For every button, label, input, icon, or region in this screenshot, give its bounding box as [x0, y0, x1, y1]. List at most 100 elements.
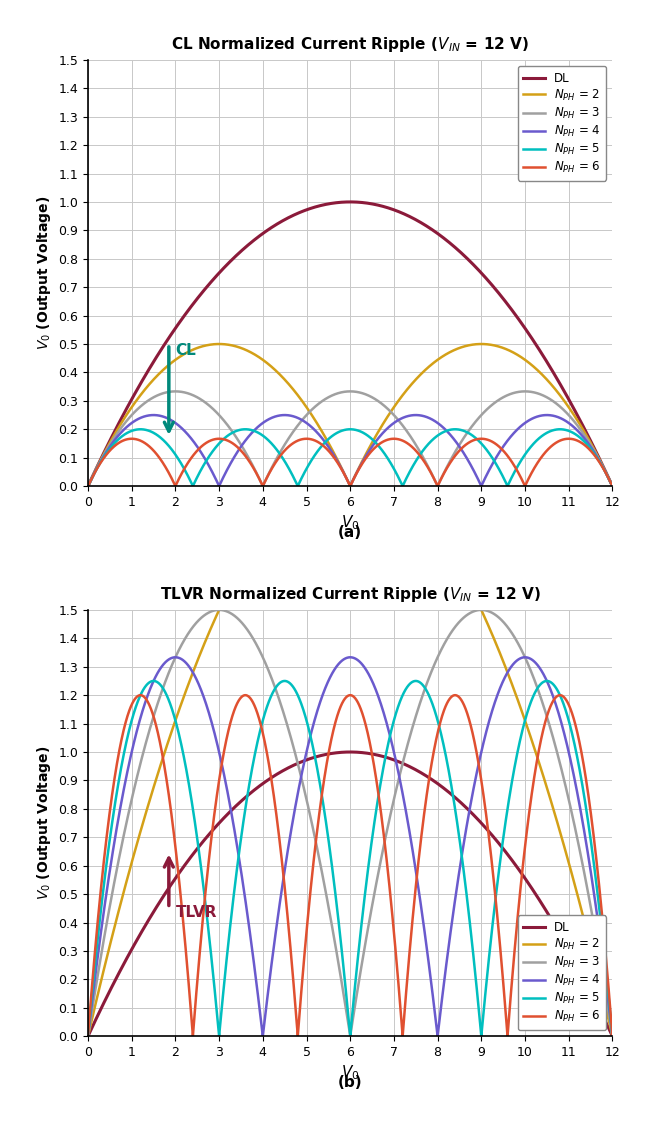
$N_{PH}$ = 6	[399, 434, 407, 447]
DL	[346, 745, 354, 759]
$N_{PH}$ = 5	[399, 688, 407, 702]
$N_{PH}$ = 3	[84, 1029, 92, 1043]
$N_{PH}$ = 3	[84, 480, 92, 493]
Line: $N_{PH}$ = 2: $N_{PH}$ = 2	[88, 344, 612, 487]
Line: $N_{PH}$ = 6: $N_{PH}$ = 6	[88, 695, 612, 1036]
$N_{PH}$ = 3	[179, 636, 187, 649]
$N_{PH}$ = 3	[284, 723, 292, 736]
$N_{PH}$ = 6	[136, 688, 144, 702]
$N_{PH}$ = 4	[179, 423, 187, 436]
$N_{PH}$ = 5	[84, 480, 92, 493]
$N_{PH}$ = 2	[515, 697, 523, 711]
DL	[284, 211, 292, 224]
$N_{PH}$ = 4	[179, 654, 187, 667]
DL	[346, 195, 354, 209]
$N_{PH}$ = 2	[425, 360, 433, 373]
$N_{PH}$ = 6	[476, 432, 483, 445]
Y-axis label: $V_0$ (Output Voltage): $V_0$ (Output Voltage)	[35, 196, 52, 350]
$N_{PH}$ = 3	[399, 419, 407, 433]
Text: CL: CL	[176, 343, 196, 359]
Text: TLVR: TLVR	[176, 905, 217, 920]
Line: $N_{PH}$ = 5: $N_{PH}$ = 5	[88, 680, 612, 1036]
$N_{PH}$ = 2	[215, 337, 223, 351]
$N_{PH}$ = 4	[284, 840, 292, 853]
$N_{PH}$ = 3	[515, 639, 523, 652]
DL	[476, 265, 483, 278]
$N_{PH}$ = 3	[608, 1029, 616, 1043]
Line: DL: DL	[88, 202, 612, 487]
$N_{PH}$ = 4	[425, 411, 433, 425]
$N_{PH}$ = 5	[425, 436, 433, 450]
$N_{PH}$ = 2	[515, 350, 523, 363]
DL	[179, 861, 187, 874]
$N_{PH}$ = 3	[399, 757, 407, 770]
$N_{PH}$ = 2	[608, 480, 616, 493]
$N_{PH}$ = 4	[399, 787, 407, 800]
DL	[179, 311, 187, 324]
$N_{PH}$ = 2	[179, 692, 187, 705]
Line: DL: DL	[88, 752, 612, 1036]
$N_{PH}$ = 5	[425, 689, 433, 703]
$N_{PH}$ = 5	[284, 461, 292, 474]
$N_{PH}$ = 5	[179, 748, 187, 761]
DL	[476, 814, 483, 827]
$N_{PH}$ = 6	[284, 919, 292, 933]
DL	[84, 1029, 92, 1043]
$N_{PH}$ = 5	[179, 461, 187, 474]
DL	[515, 314, 523, 327]
DL	[425, 771, 433, 785]
DL	[515, 863, 523, 877]
$N_{PH}$ = 5	[399, 480, 407, 493]
$N_{PH}$ = 2	[284, 493, 292, 507]
Line: $N_{PH}$ = 4: $N_{PH}$ = 4	[88, 415, 612, 487]
$N_{PH}$ = 4	[284, 408, 292, 421]
$N_{PH}$ = 3	[476, 603, 483, 617]
Line: $N_{PH}$ = 3: $N_{PH}$ = 3	[88, 610, 612, 1036]
$N_{PH}$ = 3	[515, 386, 523, 399]
$N_{PH}$ = 6	[84, 480, 92, 493]
Line: $N_{PH}$ = 6: $N_{PH}$ = 6	[88, 438, 612, 487]
$N_{PH}$ = 5	[149, 674, 157, 687]
$N_{PH}$ = 3	[425, 670, 433, 684]
$N_{PH}$ = 5	[608, 1029, 616, 1043]
$N_{PH}$ = 6	[179, 917, 187, 930]
Title: TLVR Normalized Current Ripple ($V_{IN}$ = 12 V): TLVR Normalized Current Ripple ($V_{IN}$…	[160, 585, 540, 604]
$N_{PH}$ = 6	[284, 441, 292, 454]
$N_{PH}$ = 5	[284, 676, 292, 689]
DL	[399, 206, 407, 220]
$N_{PH}$ = 5	[84, 1029, 92, 1043]
$N_{PH}$ = 2	[84, 480, 92, 493]
DL	[284, 761, 292, 775]
DL	[608, 1029, 616, 1043]
Legend: DL, $N_{PH}$ = 2, $N_{PH}$ = 3, $N_{PH}$ = 4, $N_{PH}$ = 5, $N_{PH}$ = 6: DL, $N_{PH}$ = 2, $N_{PH}$ = 3, $N_{PH}$…	[517, 915, 607, 1030]
$N_{PH}$ = 2	[284, 377, 292, 390]
X-axis label: $V_0$: $V_0$	[341, 1063, 360, 1082]
$N_{PH}$ = 5	[476, 1009, 483, 1022]
$N_{PH}$ = 4	[476, 475, 483, 489]
Y-axis label: $V_0$ (Output Voltage): $V_0$ (Output Voltage)	[35, 745, 52, 900]
DL	[425, 221, 433, 234]
$N_{PH}$ = 4	[515, 421, 523, 435]
$N_{PH}$ = 2	[84, 1029, 92, 1043]
$N_{PH}$ = 6	[515, 467, 523, 481]
$N_{PH}$ = 6	[399, 1029, 407, 1043]
$N_{PH}$ = 4	[172, 650, 179, 664]
$N_{PH}$ = 6	[515, 893, 523, 907]
$N_{PH}$ = 3	[284, 432, 292, 445]
$N_{PH}$ = 4	[84, 480, 92, 493]
Text: (b): (b)	[338, 1075, 362, 1091]
$N_{PH}$ = 5	[515, 456, 523, 470]
DL	[399, 757, 407, 770]
$N_{PH}$ = 4	[84, 1029, 92, 1043]
$N_{PH}$ = 2	[179, 348, 187, 361]
$N_{PH}$ = 6	[608, 480, 616, 493]
$N_{PH}$ = 3	[608, 480, 616, 493]
$N_{PH}$ = 2	[425, 512, 433, 526]
Line: $N_{PH}$ = 4: $N_{PH}$ = 4	[88, 657, 612, 1036]
$N_{PH}$ = 5	[608, 480, 616, 493]
$N_{PH}$ = 4	[608, 1029, 616, 1043]
$N_{PH}$ = 4	[608, 480, 616, 493]
$N_{PH}$ = 3	[172, 385, 179, 398]
$N_{PH}$ = 6	[84, 1029, 92, 1043]
Line: $N_{PH}$ = 2: $N_{PH}$ = 2	[88, 467, 612, 1036]
